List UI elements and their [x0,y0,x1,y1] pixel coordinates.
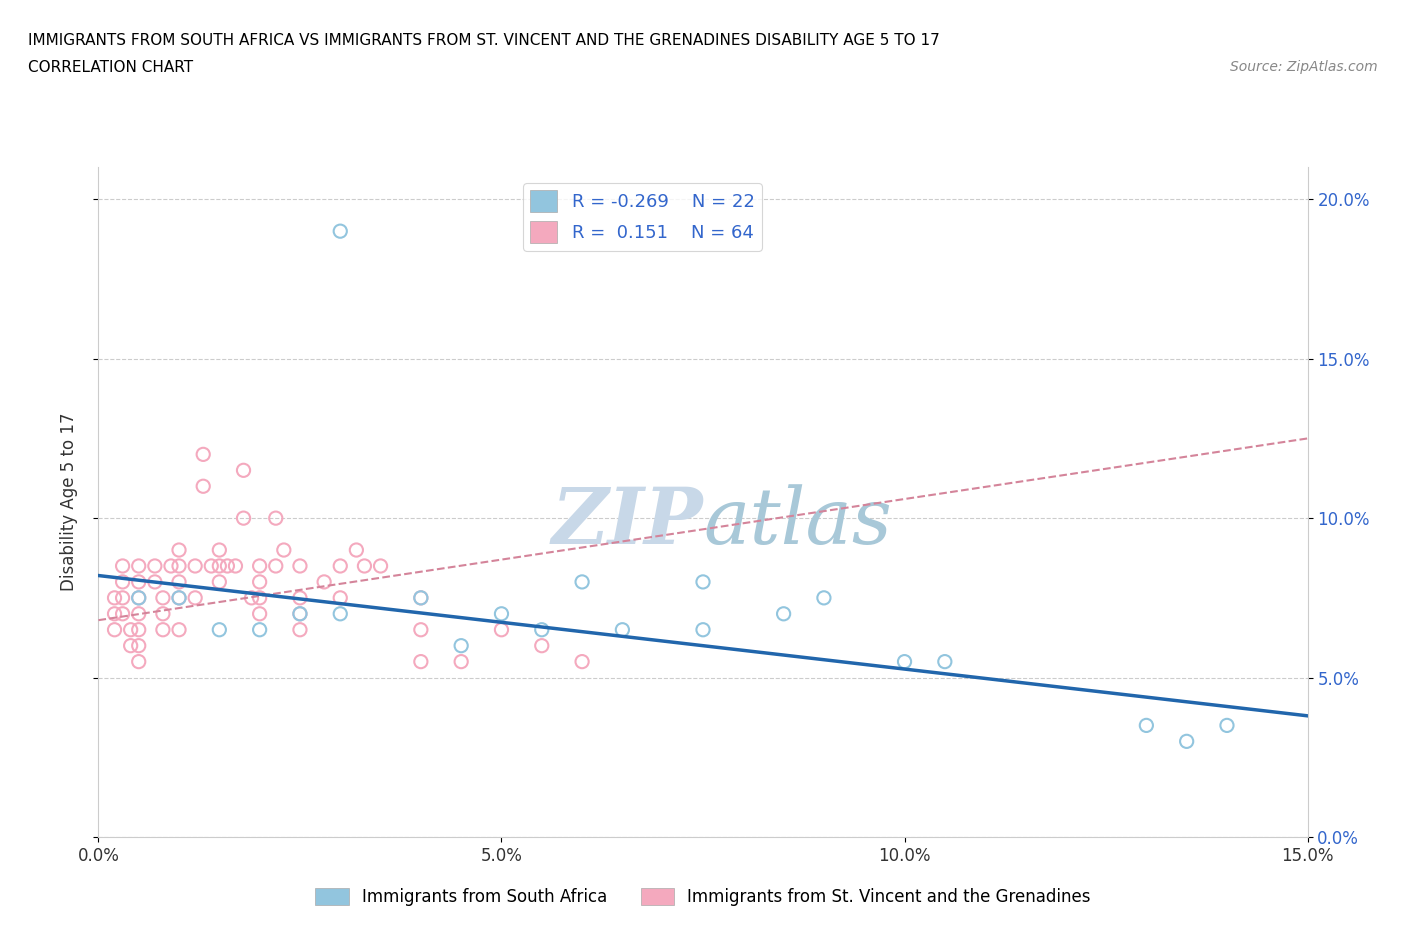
Point [167,591,190,605]
Text: IMMIGRANTS FROM SOUTH AFRICA VS IMMIGRANTS FROM ST. VINCENT AND THE GRENADINES D: IMMIGRANTS FROM SOUTH AFRICA VS IMMIGRAN… [28,33,939,47]
Point [240,591,263,605]
Point [288,606,311,621]
Point [813,591,835,605]
Point [491,606,513,621]
Point [370,559,392,574]
Point [167,591,190,605]
Point [111,559,134,574]
Point [288,591,311,605]
Point [264,559,287,574]
Point [409,591,432,605]
Point [111,575,134,590]
Point [193,479,215,494]
Point [128,654,150,669]
Point [288,606,311,621]
Point [208,575,231,590]
Point [314,575,336,590]
Point [208,542,231,557]
Point [111,591,134,605]
Point [288,559,311,574]
Point [409,591,432,605]
Point [224,559,246,574]
Point [249,559,271,574]
Point [128,638,150,653]
Point [128,575,150,590]
Point [893,654,915,669]
Point [329,224,352,239]
Point [128,591,150,605]
Point [232,463,254,478]
Point [409,654,432,669]
Point [167,542,190,557]
Point [692,622,714,637]
Point [288,622,311,637]
Point [143,559,166,574]
Point [353,559,375,574]
Point [692,575,714,590]
Point [184,559,207,574]
Point [571,654,593,669]
Point [128,622,150,637]
Point [571,575,593,590]
Point [612,622,634,637]
Point [1175,734,1198,749]
Text: Source: ZipAtlas.com: Source: ZipAtlas.com [1230,60,1378,74]
Point [329,559,352,574]
Point [152,622,174,637]
Legend: R = -0.269    N = 22, R =  0.151    N = 64: R = -0.269 N = 22, R = 0.151 N = 64 [523,183,762,251]
Point [208,622,231,637]
Point [1135,718,1157,733]
Text: atlas: atlas [703,485,891,561]
Point [329,591,352,605]
Point [530,638,553,653]
Point [409,622,432,637]
Point [273,542,295,557]
Point [160,559,183,574]
Point [249,575,271,590]
Point [111,606,134,621]
Point [344,542,367,557]
Y-axis label: Disability Age 5 to 17: Disability Age 5 to 17 [59,413,77,591]
Point [167,559,190,574]
Point [103,606,125,621]
Point [167,575,190,590]
Point [934,654,956,669]
Point [450,638,472,653]
Point [249,591,271,605]
Point [167,622,190,637]
Point [200,559,222,574]
Point [128,559,150,574]
Text: ZIP: ZIP [551,484,703,561]
Point [128,591,150,605]
Point [128,606,150,621]
Point [120,638,142,653]
Point [1216,718,1239,733]
Point [152,591,174,605]
Point [491,622,513,637]
Point [152,606,174,621]
Point [208,559,231,574]
Point [772,606,794,621]
Point [329,606,352,621]
Point [143,575,166,590]
Legend: Immigrants from South Africa, Immigrants from St. Vincent and the Grenadines: Immigrants from South Africa, Immigrants… [309,881,1097,912]
Point [249,622,271,637]
Text: CORRELATION CHART: CORRELATION CHART [28,60,193,75]
Point [103,622,125,637]
Point [232,511,254,525]
Point [103,591,125,605]
Point [450,654,472,669]
Point [264,511,287,525]
Point [184,591,207,605]
Point [217,559,239,574]
Point [120,622,142,637]
Point [530,622,553,637]
Point [193,447,215,462]
Point [249,606,271,621]
